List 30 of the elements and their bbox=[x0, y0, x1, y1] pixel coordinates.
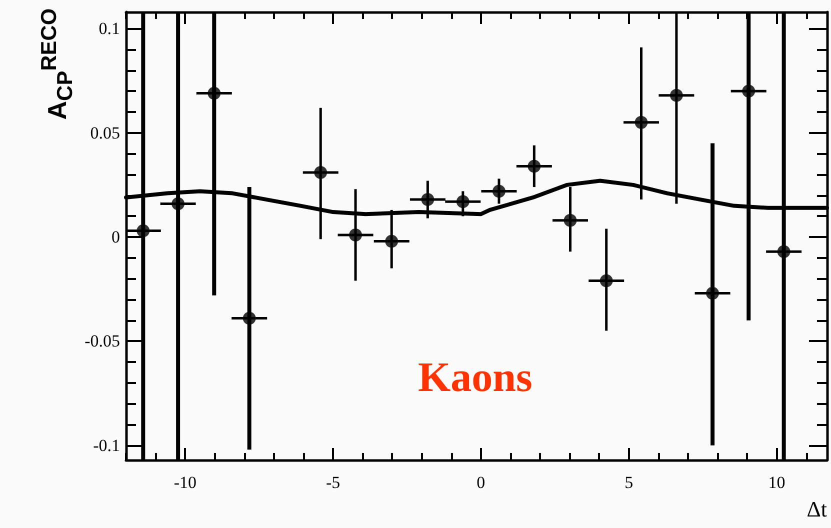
annotation: Kaons bbox=[418, 355, 532, 401]
point bbox=[777, 245, 790, 258]
point bbox=[564, 214, 577, 227]
point bbox=[492, 184, 506, 198]
point bbox=[600, 274, 613, 288]
point bbox=[528, 160, 541, 173]
y-tick-label: -0.1 bbox=[93, 436, 120, 455]
point bbox=[314, 166, 328, 179]
y-tick-label: -0.05 bbox=[84, 332, 120, 351]
point bbox=[670, 88, 683, 102]
point bbox=[242, 312, 256, 325]
point bbox=[385, 234, 398, 248]
point bbox=[136, 224, 150, 238]
x-tick-label: -5 bbox=[326, 473, 340, 492]
y-tick-label: 0 bbox=[112, 228, 120, 247]
point bbox=[172, 197, 185, 210]
x-tick-label: 10 bbox=[768, 473, 786, 492]
point bbox=[349, 228, 362, 242]
point bbox=[634, 116, 648, 129]
x-tick-label: 5 bbox=[624, 473, 634, 492]
point bbox=[742, 84, 756, 98]
point bbox=[706, 286, 720, 300]
point bbox=[421, 193, 434, 206]
y-tick-label: 0.1 bbox=[98, 19, 120, 38]
point bbox=[208, 86, 221, 100]
x-tick-label: 0 bbox=[476, 473, 486, 492]
x-axis-title: Δt bbox=[806, 496, 827, 522]
x-tick-label: -10 bbox=[174, 473, 196, 492]
y-tick-label: 0.05 bbox=[90, 123, 120, 142]
point bbox=[456, 195, 470, 208]
